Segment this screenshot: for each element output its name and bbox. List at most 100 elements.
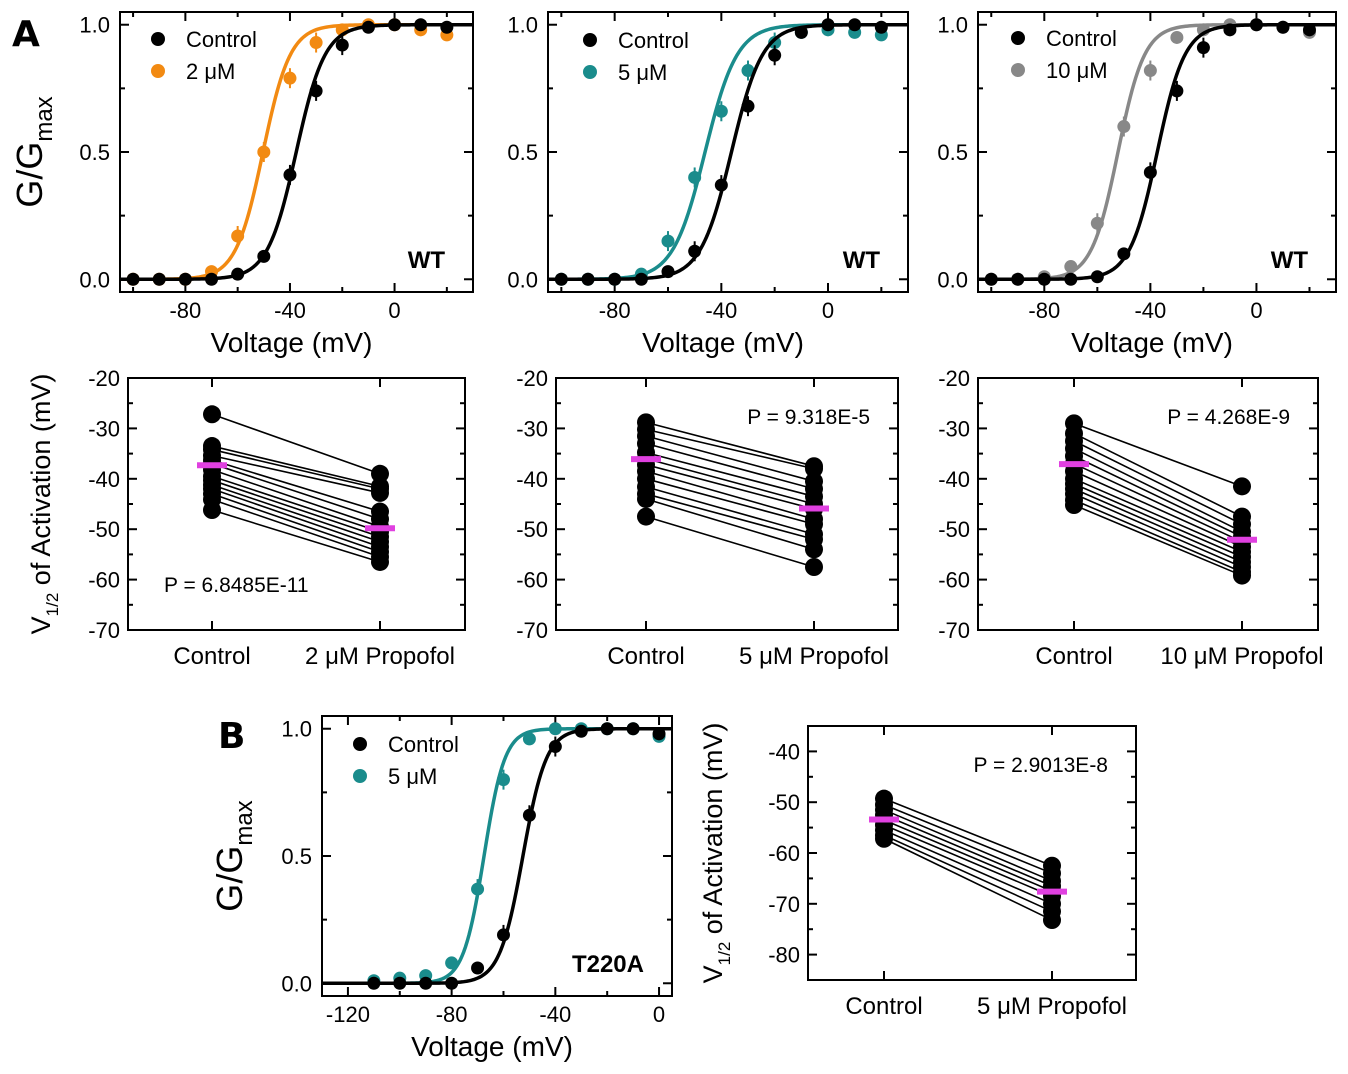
pair-line bbox=[883, 829, 1053, 905]
panel-label-b: B bbox=[218, 716, 245, 757]
x-tick-label: -120 bbox=[326, 1002, 370, 1027]
data-point bbox=[445, 976, 459, 990]
pair-line bbox=[645, 457, 815, 505]
pair-line bbox=[883, 797, 1053, 867]
data-point bbox=[178, 272, 192, 286]
fit-curve-control bbox=[978, 22, 1336, 282]
y-tick-label: 0.5 bbox=[79, 140, 110, 165]
x-axis-label: Voltage (mV) bbox=[642, 327, 804, 358]
data-point bbox=[231, 267, 245, 281]
pair-line bbox=[211, 454, 381, 494]
y-tick-label: 0.0 bbox=[281, 971, 312, 996]
legend-label: 5 μM bbox=[618, 60, 667, 85]
fit-curve-propofol_5uM bbox=[322, 726, 672, 986]
y-tick-label: -40 bbox=[88, 467, 120, 492]
pair-line bbox=[1073, 422, 1243, 488]
pair-line bbox=[645, 515, 815, 568]
pair-line bbox=[645, 493, 815, 541]
propofol-point bbox=[371, 483, 389, 502]
x-tick-label: 0 bbox=[653, 1002, 665, 1027]
construct-tag: WT bbox=[843, 247, 881, 274]
y-axis-label-subscript: max bbox=[31, 96, 58, 141]
data-point bbox=[574, 724, 588, 738]
fit-curve-control bbox=[120, 22, 473, 282]
control-point bbox=[637, 489, 655, 508]
data-point bbox=[1090, 270, 1104, 284]
propofol-point bbox=[371, 464, 389, 483]
x-category-label: Control bbox=[1035, 643, 1112, 670]
y-tick-label: -50 bbox=[938, 517, 970, 542]
data-point bbox=[205, 272, 219, 286]
pair-line bbox=[211, 475, 381, 533]
data-point bbox=[367, 976, 381, 990]
y-tick-label: -80 bbox=[768, 943, 800, 968]
y-tick-label: 1.0 bbox=[79, 13, 110, 38]
y-tick-label: 1.0 bbox=[281, 717, 312, 742]
y-tick-label: -40 bbox=[938, 467, 970, 492]
pair-line bbox=[211, 413, 381, 475]
legend-marker bbox=[583, 65, 597, 79]
pair-line bbox=[1073, 470, 1243, 548]
legend-marker bbox=[1011, 31, 1025, 45]
pair-line bbox=[1073, 483, 1243, 558]
x-category-label: Control bbox=[173, 643, 250, 670]
pair-line bbox=[883, 814, 1053, 887]
y-axis-label-main: G/G bbox=[209, 846, 250, 912]
y-tick-label: 1.0 bbox=[937, 13, 968, 38]
construct-tag: T220A bbox=[572, 951, 644, 978]
pair-line bbox=[645, 470, 815, 520]
fit-curve-propofol_5uM bbox=[548, 22, 908, 282]
data-point bbox=[1249, 18, 1263, 32]
p-value-annotation: P = 4.268E-9 bbox=[1167, 406, 1290, 429]
p-value-annotation: P = 2.9013E-8 bbox=[974, 754, 1108, 777]
data-point bbox=[1276, 20, 1290, 34]
data-point bbox=[554, 272, 568, 286]
pair-line bbox=[1073, 462, 1243, 543]
legend-marker bbox=[583, 33, 597, 47]
pair-line bbox=[883, 834, 1053, 913]
y-tick-label: -40 bbox=[516, 467, 548, 492]
x-tick-label: -80 bbox=[1028, 298, 1060, 323]
legend-marker bbox=[353, 769, 367, 783]
pair-line bbox=[211, 445, 381, 488]
chart-a5: -70 -60 -50 -40 -30 -20 Control 5 μM Propofol P … bbox=[516, 366, 899, 670]
pair-line bbox=[1073, 432, 1243, 518]
pair-line bbox=[645, 486, 815, 536]
x-tick-label: -80 bbox=[169, 298, 201, 323]
pair-line bbox=[883, 838, 1053, 921]
pair-line bbox=[645, 435, 815, 483]
y-tick-label: 1.0 bbox=[507, 13, 538, 38]
legend-label: 2 μM bbox=[186, 59, 235, 84]
data-point bbox=[1064, 272, 1078, 286]
pair-line bbox=[1073, 488, 1243, 563]
pair-line bbox=[1073, 499, 1243, 573]
y-tick-label: -60 bbox=[768, 841, 800, 866]
p-value-annotation: P = 6.8485E-11 bbox=[164, 574, 309, 597]
pair-line bbox=[211, 459, 381, 513]
data-point bbox=[548, 722, 562, 736]
pair-line bbox=[1073, 440, 1243, 525]
pair-line bbox=[211, 498, 381, 558]
pair-line bbox=[645, 463, 815, 510]
data-point bbox=[821, 18, 835, 32]
pair-line bbox=[1073, 455, 1243, 538]
data-point bbox=[1302, 23, 1316, 37]
x-tick-label: -40 bbox=[1134, 298, 1166, 323]
x-tick-label: -80 bbox=[599, 298, 631, 323]
p-value-annotation: P = 9.318E-5 bbox=[747, 406, 870, 429]
construct-tag: WT bbox=[408, 247, 446, 274]
data-point bbox=[848, 18, 862, 32]
chart-a2: -80 -40 0 0.0 0.5 1.0 Voltage (mV) WT Control 5 μ… bbox=[507, 11, 909, 358]
legend-marker bbox=[1011, 63, 1025, 77]
x-axis-label: Voltage (mV) bbox=[211, 327, 373, 358]
y-tick-label: -30 bbox=[516, 416, 548, 441]
data-point bbox=[445, 956, 459, 970]
y-axis-label: V1/2 of Activation (mV) bbox=[26, 374, 62, 635]
panel-label-a: A bbox=[12, 14, 40, 55]
y-axis-label-subscript: max bbox=[231, 800, 258, 845]
legend-label: Control bbox=[618, 28, 689, 53]
data-point bbox=[1037, 272, 1051, 286]
data-point bbox=[1170, 30, 1184, 44]
legend-label: 5 μM bbox=[388, 764, 437, 789]
